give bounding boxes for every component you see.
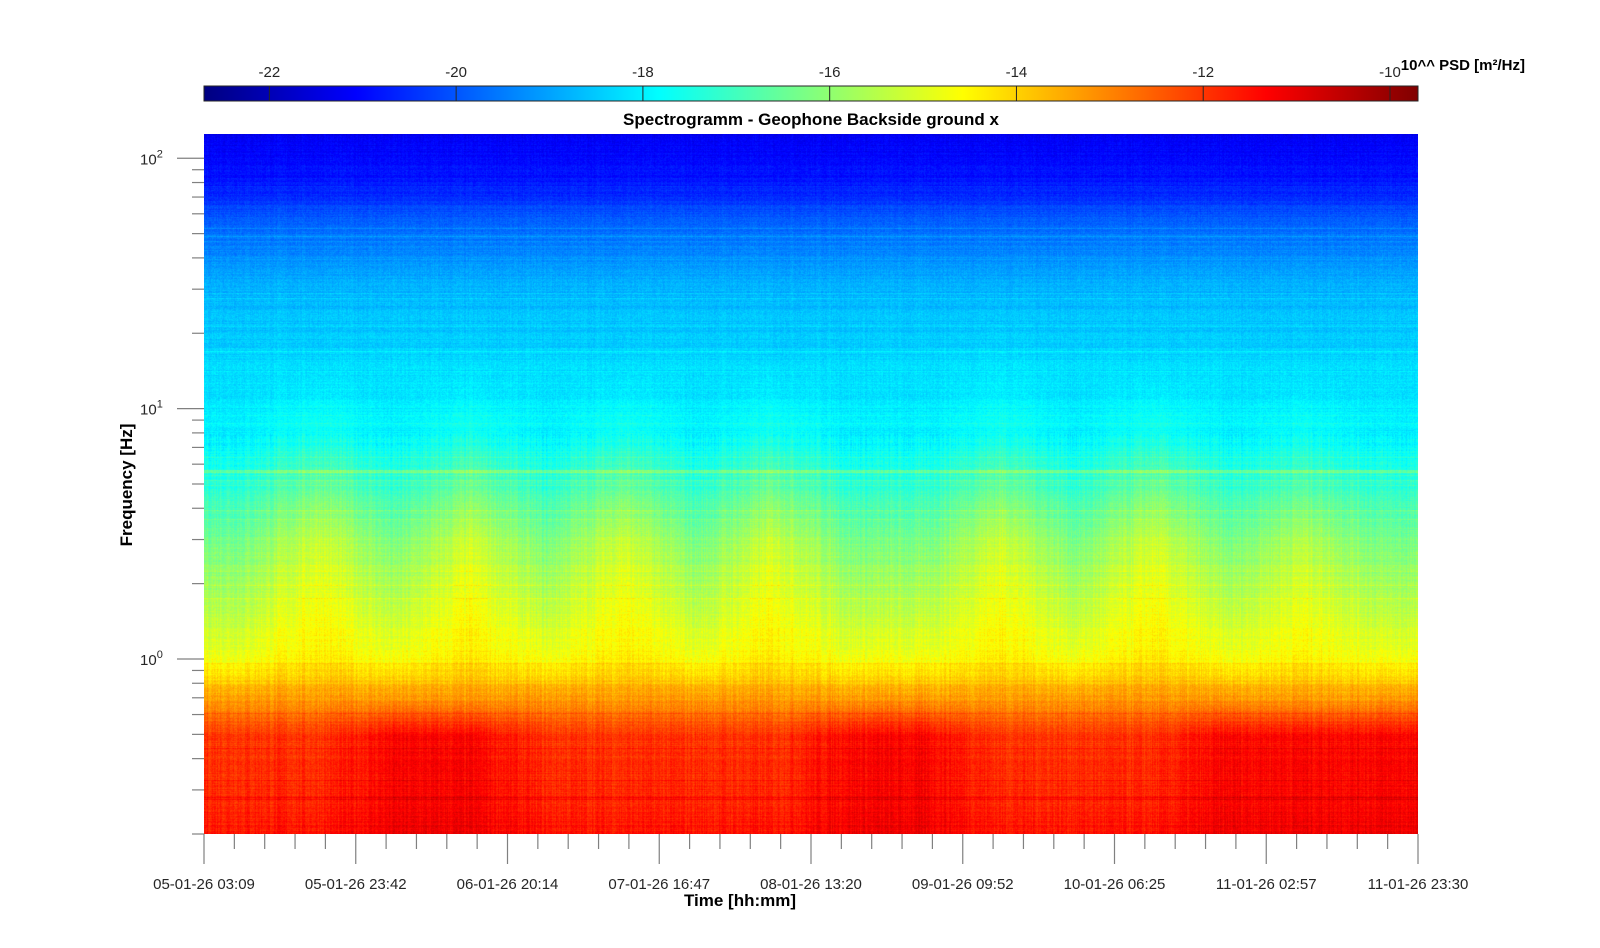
spectrogram-image (204, 134, 1418, 834)
x-tick-label: 05-01-26 03:09 (153, 876, 255, 893)
colorbar-label: 10^^ PSD [m²/Hz] (1401, 57, 1525, 74)
y-tick-label: 100 (140, 649, 163, 669)
colorbar (203, 85, 1419, 102)
x-tick-label: 05-01-26 23:42 (305, 876, 407, 893)
x-axis-ticks: 05-01-26 03:09 05-01-26 23:42 06-01-26 20:… (153, 833, 1469, 893)
colorbar-tick-label: -14 (1006, 64, 1028, 81)
x-tick-label: 07-01-26 16:47 (608, 876, 710, 893)
y-axis-ticks: 100 101 102 (140, 148, 204, 835)
colorbar-tick-label: -12 (1192, 64, 1214, 81)
chart-title: Spectrogramm - Geophone Backside ground … (623, 110, 1000, 129)
y-axis-label: Frequency [Hz] (117, 424, 136, 547)
colorbar-ticks: -22 -20 -18 -16 -14 -12 -10 (259, 64, 1401, 101)
x-tick-label: 08-01-26 13:20 (760, 876, 862, 893)
x-axis-label: Time [hh:mm] (684, 891, 796, 910)
colorbar-tick-label: -16 (819, 64, 841, 81)
x-tick-label: 11-01-26 02:57 (1216, 876, 1317, 893)
y-tick-label: 102 (140, 148, 163, 168)
y-tick-label: 101 (140, 399, 163, 419)
colorbar-tick-label: -18 (632, 64, 654, 81)
colorbar-tick-label: -10 (1379, 64, 1401, 81)
x-tick-label: 10-01-26 06:25 (1064, 876, 1166, 893)
x-tick-label: 09-01-26 09:52 (912, 876, 1014, 893)
x-tick-label: 06-01-26 20:14 (457, 876, 559, 893)
colorbar-tick-label: -22 (259, 64, 281, 81)
x-tick-label: 11-01-26 23:30 (1368, 876, 1469, 893)
colorbar-tick-label: -20 (445, 64, 467, 81)
